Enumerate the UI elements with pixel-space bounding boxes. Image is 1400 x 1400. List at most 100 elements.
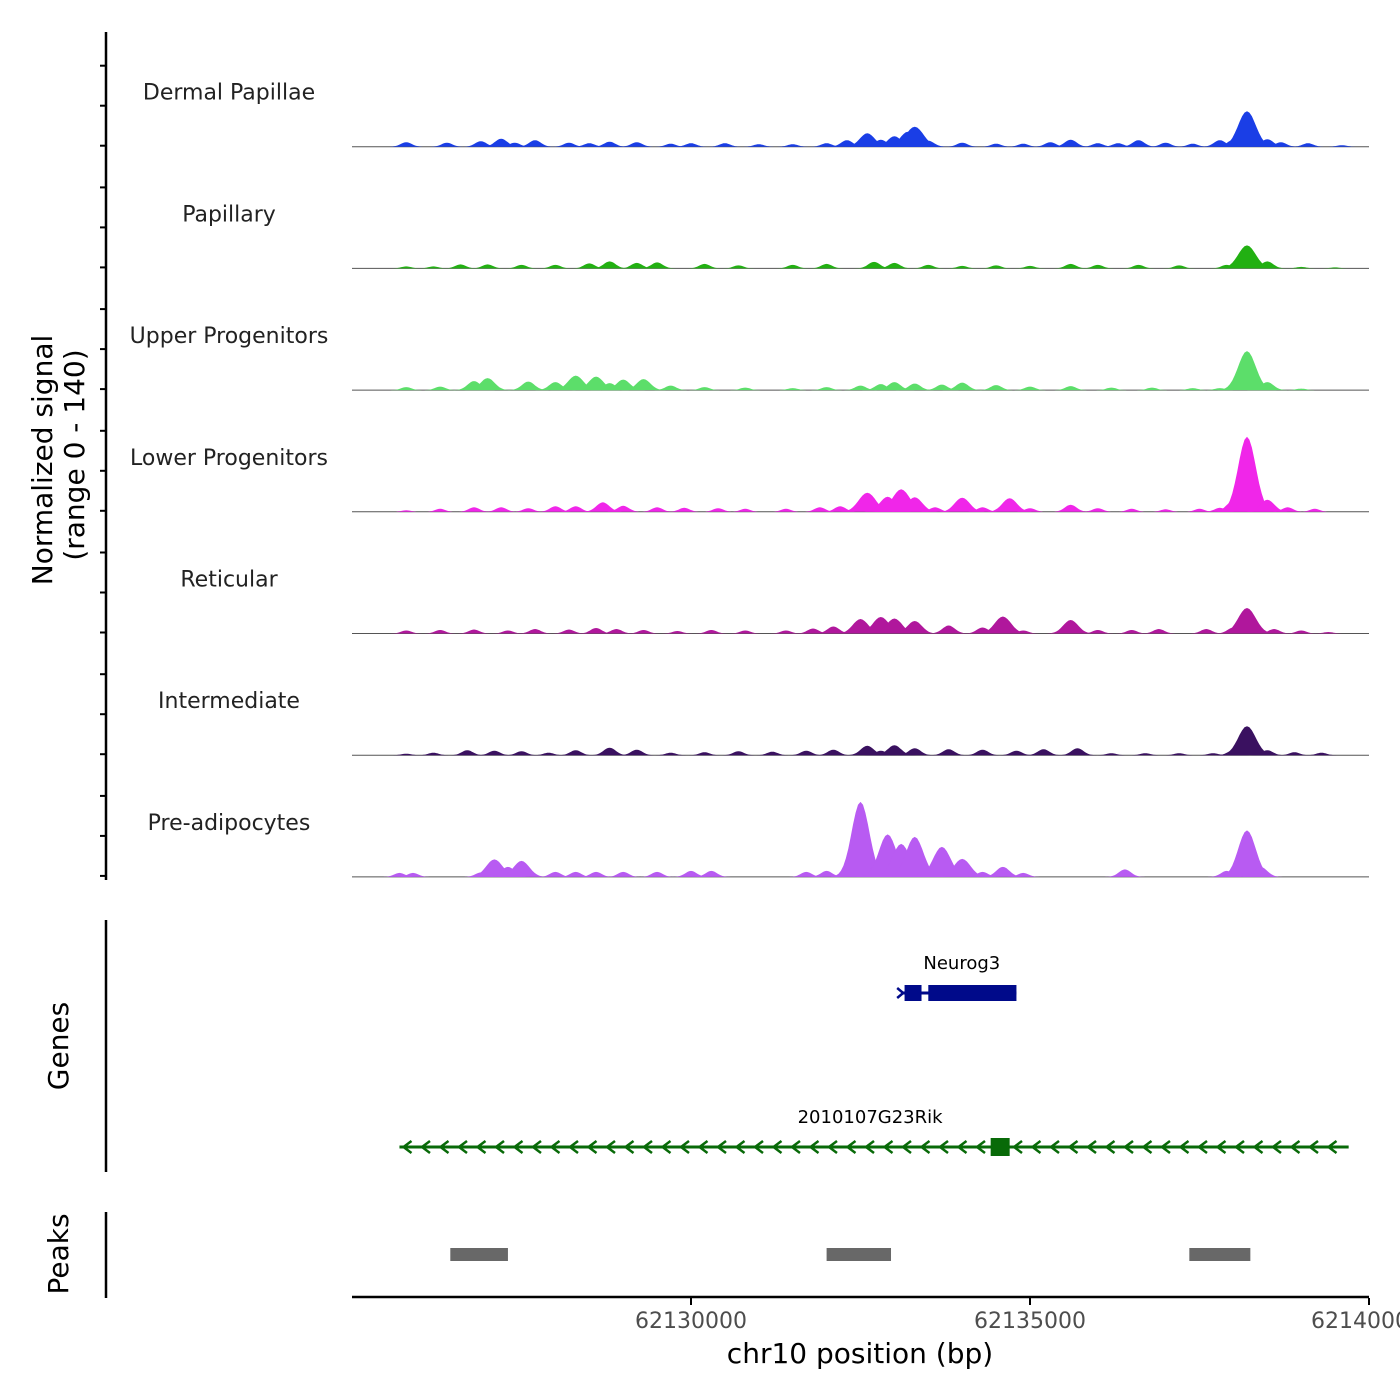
signal-peak [1285,266,1318,269]
strand-arrow [697,1140,709,1154]
strand-arrow [919,1140,931,1154]
signal-peak [1247,261,1288,269]
strand-arrow [493,1140,505,1154]
signal-peak [927,625,970,634]
signal-peak [551,142,587,147]
signal-peak [1162,753,1196,756]
signal-peak [638,871,676,877]
strand-arrow [771,1140,783,1154]
strand-arrow [567,1140,579,1154]
signal-peak [885,126,945,147]
signal-peak [937,497,988,512]
signal-peak [653,143,688,147]
signal-peak [894,748,935,756]
track-label: Reticular [180,568,278,593]
signal-peak [862,750,900,756]
signal-peak [600,379,646,391]
signal-peak [551,629,587,634]
strand-arrow [1067,1140,1079,1154]
strand-arrow [1122,1140,1134,1154]
strand-arrow [623,1140,635,1154]
signal-peak [416,752,451,756]
signal-peak [591,141,629,147]
signal-peak [842,385,879,391]
signal-peak [941,382,983,391]
y-axis-subtitle: (range 0 - 140) [58,349,91,560]
signal-peak [827,140,867,147]
signal-peak [1290,143,1326,147]
signal-peak [617,262,656,269]
coverage-tracks: Dermal Papillae Papillary Upper Progenitor… [130,81,1369,878]
signal-peak [977,385,1015,391]
signal-peak [889,497,941,512]
signal-peak [1128,753,1162,756]
signal-peak [875,262,914,269]
gene-2010107g23rik: 2010107G23Rik [399,1107,1349,1156]
signal-peak [570,263,608,269]
strand-arrow [1085,1140,1097,1154]
signal-peak [809,387,844,391]
signal-peak [637,262,677,269]
signal-peak [978,143,1014,147]
signal-peak [1188,629,1225,634]
signal-peak [1176,388,1210,391]
signal-peak [912,846,972,877]
signal-peak [1121,264,1156,269]
signal-peak [1182,508,1217,512]
strand-arrow [641,1140,653,1154]
signal-peak [872,745,917,756]
signal-peak [788,750,825,756]
signal-peak [1175,143,1210,147]
signal-peak [1140,629,1178,634]
signal-peak [1032,142,1069,147]
signal-peak [998,750,1035,756]
x-axis-ticks: 62130000 62135000 62140000 [635,1298,1400,1334]
signal-peak [1325,145,1358,147]
signal-peak [466,859,522,877]
gene-exon [928,985,1017,1001]
signal-peak [975,616,1031,634]
signal-peak [910,264,946,269]
signal-peak [603,505,643,512]
signal-peak [835,619,886,634]
signal-peak [1050,139,1091,147]
signal-peak [1217,830,1277,877]
signal-peak [389,630,424,634]
signal-peak [455,507,493,512]
strand-arrow [604,1140,616,1154]
signal-peak [871,489,931,512]
genes-track: Neurog3 2010107G23Rik [399,953,1349,1156]
strand-arrow [1104,1140,1116,1154]
signal-peak [909,140,948,147]
signal-peak [1006,630,1041,634]
strand-arrow [1159,1140,1171,1154]
peak-region [450,1248,508,1261]
signal-peak [1200,140,1240,147]
signal-peak [618,142,655,147]
strand-arrow [863,1140,875,1154]
signal-peak [423,508,458,512]
signal-peak [821,506,860,512]
track-label: Lower Progenitors [130,446,328,471]
signal-peak [801,507,839,512]
signal-peak [1080,264,1116,269]
signal-peak [1312,632,1345,634]
genes-track-label: Genes [42,1002,75,1090]
signal-peak [557,750,595,756]
x-axis-title: chr10 position (bp) [727,1337,993,1370]
strand-arrow [1196,1140,1208,1154]
signal-peak [416,266,450,269]
signal-peak [589,383,630,391]
signal-peak [858,834,917,877]
strand-arrow [660,1140,672,1154]
signal-peak [1319,267,1351,269]
strand-arrow [808,1140,820,1154]
signal-peak [577,628,615,634]
signal-peak [1024,749,1063,756]
signal-peak [464,378,512,391]
signal-peak [652,385,689,391]
signal-peak [871,843,931,877]
x-tick-label: 62130000 [635,1309,747,1334]
track-upper-progenitors: Upper Progenitors [130,324,1369,391]
